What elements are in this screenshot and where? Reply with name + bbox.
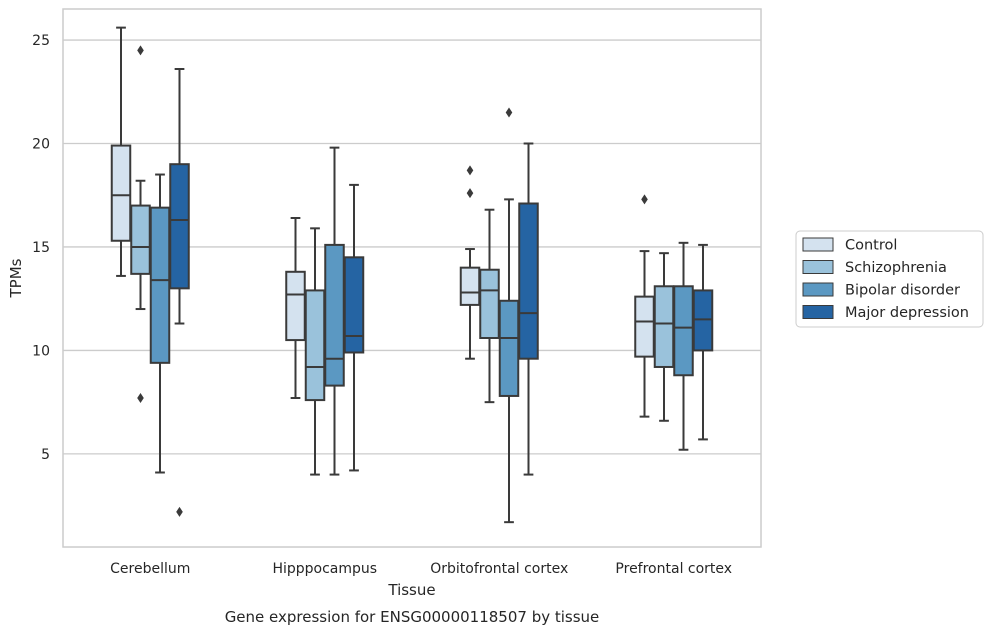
outlier-marker bbox=[176, 507, 183, 517]
iqr-box bbox=[286, 272, 305, 340]
iqr-box bbox=[500, 301, 519, 396]
y-tick-label: 10 bbox=[32, 343, 50, 359]
y-tick-label: 20 bbox=[32, 137, 50, 153]
outlier-marker bbox=[506, 107, 513, 117]
boxes-layer bbox=[112, 28, 713, 523]
box-2-2 bbox=[500, 107, 519, 522]
box-3-1 bbox=[655, 253, 674, 421]
x-tick-label: Orbitofrontal cortex bbox=[430, 561, 568, 577]
legend-swatch bbox=[803, 306, 833, 319]
legend-label: Major depression bbox=[845, 305, 969, 321]
box-2-0 bbox=[461, 165, 480, 358]
outlier-marker bbox=[467, 165, 474, 175]
box-0-3 bbox=[170, 69, 189, 517]
outlier-marker bbox=[467, 188, 474, 198]
x-tick-label: Prefrontal cortex bbox=[615, 561, 732, 577]
box-2-3 bbox=[519, 144, 538, 475]
x-tick-labels: Cerebellum Hipppocampus Orbitofrontal cort… bbox=[110, 561, 732, 577]
iqr-box bbox=[170, 164, 189, 288]
legend-label: Bipolar disorder bbox=[845, 283, 960, 299]
y-tick-label: 15 bbox=[32, 240, 50, 256]
iqr-box bbox=[325, 245, 344, 386]
y-tick-label: 25 bbox=[32, 33, 50, 49]
legend: Control Schizophrenia Bipolar disorder Majo… bbox=[796, 231, 983, 327]
y-tick-label: 5 bbox=[41, 447, 50, 463]
box-1-0 bbox=[286, 218, 305, 398]
legend-label: Control bbox=[845, 238, 897, 254]
outlier-marker bbox=[137, 45, 144, 55]
box-0-0 bbox=[112, 28, 131, 276]
iqr-box bbox=[461, 268, 480, 305]
box-2-1 bbox=[480, 210, 499, 402]
legend-label: Schizophrenia bbox=[845, 260, 947, 276]
iqr-box bbox=[635, 297, 654, 357]
iqr-box bbox=[131, 206, 150, 274]
y-axis-title: TPMs bbox=[7, 258, 25, 298]
box-3-3 bbox=[694, 245, 713, 440]
box-1-3 bbox=[345, 185, 364, 471]
x-tick-label: Cerebellum bbox=[110, 561, 190, 577]
box-1-1 bbox=[306, 228, 325, 474]
legend-swatch bbox=[803, 238, 833, 251]
chart-caption: Gene expression for ENSG00000118507 by t… bbox=[225, 608, 600, 626]
legend-swatch bbox=[803, 283, 833, 296]
box-1-2 bbox=[325, 148, 344, 475]
iqr-box bbox=[345, 257, 364, 352]
y-tick-labels: 5 10 15 20 25 bbox=[32, 33, 50, 463]
iqr-box bbox=[519, 204, 538, 359]
iqr-box bbox=[306, 290, 325, 400]
iqr-box bbox=[112, 146, 131, 241]
iqr-box bbox=[151, 208, 170, 363]
box-plot-chart: 5 10 15 20 25 Cerebellum Hipppocampus Orbitofr… bbox=[0, 0, 993, 634]
box-0-1 bbox=[131, 45, 150, 403]
x-tick-label: Hipppocampus bbox=[272, 561, 377, 577]
outlier-marker bbox=[137, 393, 144, 403]
outlier-marker bbox=[641, 194, 648, 204]
iqr-box bbox=[674, 286, 693, 375]
chart-container: 5 10 15 20 25 Cerebellum Hipppocampus Orbitofr… bbox=[0, 0, 993, 634]
legend-swatch bbox=[803, 261, 833, 274]
iqr-box bbox=[655, 286, 674, 367]
box-3-0 bbox=[635, 194, 654, 416]
box-3-2 bbox=[674, 243, 693, 450]
iqr-box bbox=[694, 290, 713, 350]
x-axis-title: Tissue bbox=[387, 581, 435, 599]
iqr-box bbox=[480, 270, 499, 338]
box-0-2 bbox=[151, 175, 170, 473]
